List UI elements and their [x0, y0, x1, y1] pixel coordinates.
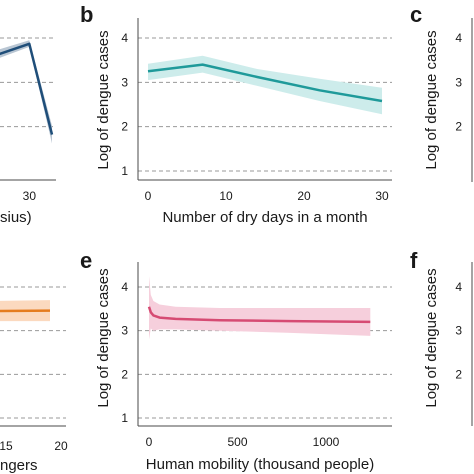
panel-b-x-tick-label: 0 — [145, 189, 152, 203]
panel-e-gridlines — [138, 286, 392, 419]
panel-c-letter: c — [410, 2, 422, 27]
panel-a-series-line — [0, 42, 54, 135]
panel-b-confidence-band — [148, 55, 382, 115]
panel-f-y-tick-label: 4 — [455, 280, 462, 294]
panel-c-y-ticks: 2 3 4 — [455, 31, 462, 134]
panel-e-letter: e — [80, 248, 92, 273]
panel-c-y-tick-label: 3 — [455, 75, 462, 89]
panel-a-temperature: 30 sius) — [0, 37, 56, 226]
panel-b-x-tick-label: 30 — [375, 189, 389, 203]
panel-b-y-tick-label: 2 — [121, 120, 128, 134]
panel-c-partial: c Log of dengue cases 2 3 4 — [410, 2, 473, 182]
panel-b-x-tick-label: 20 — [297, 189, 311, 203]
panel-c-y-tick-label: 4 — [455, 31, 462, 45]
panel-e-y-ticks: 1 2 3 4 — [121, 280, 128, 425]
panel-a-x-axis-label: sius) — [0, 209, 32, 226]
panel-e-x-tick-label: 0 — [146, 435, 153, 449]
panel-e-series-line — [147, 306, 371, 324]
panel-d-x-tick-label: 20 — [54, 439, 68, 453]
panel-e-y-tick-label: 4 — [121, 280, 128, 294]
panel-a-confidence-band — [0, 40, 52, 144]
panel-d-x-axis-label: ngers — [0, 457, 38, 474]
panel-e-human-mobility: e 1 2 3 4 0 500 1000 Log of dengue cases Huma… — [80, 248, 392, 473]
panel-b-x-axis-label: Number of dry days in a month — [162, 209, 367, 226]
panel-a-x-tick-label: 30 — [23, 189, 37, 203]
panel-c-y-tick-label: 2 — [455, 120, 462, 134]
panel-e-x-axis-label: Human mobility (thousand people) — [146, 456, 374, 473]
panel-d-passengers: 15 20 ngers — [0, 286, 68, 474]
panel-b-letter: b — [80, 2, 93, 27]
panel-b-y-tick-label: 3 — [121, 75, 128, 89]
panel-f-y-axis-label: Log of dengue cases — [423, 268, 440, 407]
panel-b-y-tick-label: 1 — [121, 164, 128, 178]
panel-a-gridlines — [0, 37, 56, 128]
panel-f-y-tick-label: 3 — [455, 324, 462, 338]
panel-c-y-axis-label: Log of dengue cases — [423, 30, 440, 169]
panel-d-x-tick-label: 15 — [0, 439, 13, 453]
panel-e-confidence-band — [149, 276, 371, 340]
panel-b-dry-days: b 1 2 3 4 0 10 20 30 Log of dengue cases Numbe… — [80, 2, 392, 226]
panel-f-y-ticks: 2 3 4 — [455, 280, 462, 381]
panel-b-y-tick-label: 4 — [121, 31, 128, 45]
panel-e-y-axis-label: Log of dengue cases — [95, 268, 112, 407]
panel-e-x-ticks: 0 500 1000 — [146, 435, 340, 449]
panel-a-x-ticks: 30 — [23, 189, 37, 203]
panel-e-y-tick-label: 2 — [121, 367, 128, 381]
panel-e-y-tick-label: 1 — [121, 411, 128, 425]
panel-e-x-tick-label: 500 — [227, 435, 247, 449]
panel-f-letter: f — [410, 248, 418, 273]
panel-b-x-ticks: 0 10 20 30 — [145, 189, 389, 203]
panel-f-y-tick-label: 2 — [455, 367, 462, 381]
panel-b-x-tick-label: 10 — [219, 189, 233, 203]
panel-e-y-tick-label: 3 — [121, 324, 128, 338]
panel-b-series-line — [147, 63, 383, 103]
panel-e-x-tick-label: 1000 — [313, 435, 340, 449]
panel-d-gridlines — [0, 286, 66, 419]
panel-b-y-ticks: 1 2 3 4 — [121, 31, 128, 178]
panel-b-y-axis-label: Log of dengue cases — [95, 30, 112, 169]
panel-f-partial: f Log of dengue cases 2 3 4 — [410, 248, 473, 426]
panel-d-x-ticks: 15 20 — [0, 439, 68, 453]
